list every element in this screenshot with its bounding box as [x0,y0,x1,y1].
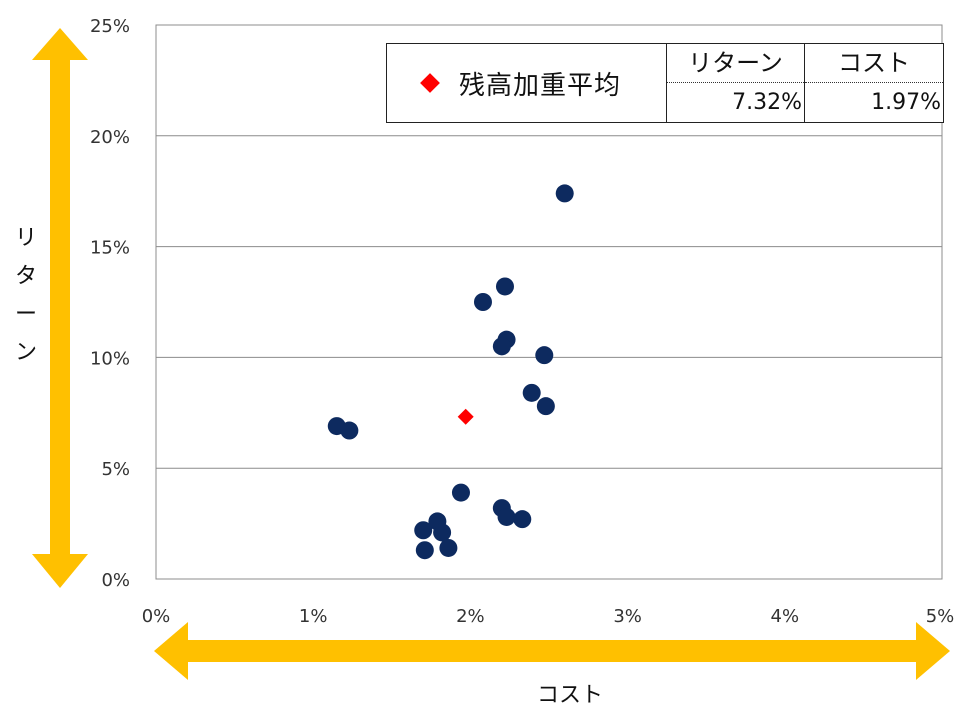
data-points [327,184,574,560]
legend-series-cell: 残高加重平均 [387,44,667,122]
x-tick-label: 1% [299,606,328,627]
diamond-icon [420,73,440,93]
x-tick-label: 4% [771,606,800,627]
plot-frame [155,24,943,580]
y-axis-ticks: 0% 5% 10% 15% 20% 25% [90,16,130,591]
data-point [535,346,554,365]
data-point [536,397,555,416]
data-point [495,277,514,296]
x-axis-arrow [154,622,950,680]
return-header: リターン [667,44,804,83]
x-axis-ticks: 0% 1% 2% 3% 4% 5% [142,606,955,627]
x-tick-label: 5% [926,606,955,627]
legend-return-cell: リターン 7.32% [667,44,805,122]
y-tick-label: 5% [101,459,130,480]
data-point [451,483,470,502]
return-value: 7.32% [732,90,802,115]
legend-table: 残高加重平均 リターン 7.32% コスト 1.97% [386,43,944,123]
y-tick-label: 25% [90,16,130,37]
legend-series-label: 残高加重平均 [459,70,622,101]
x-tick-label: 2% [456,606,485,627]
y-tick-label: 10% [90,348,130,369]
cost-header: コスト [805,44,943,83]
data-point [513,510,532,529]
data-point [340,421,359,440]
data-point [555,184,574,203]
y-tick-label: 15% [90,238,130,259]
data-point [439,538,458,557]
legend-cost-cell: コスト 1.97% [805,44,943,122]
x-axis-label: コスト [537,683,603,708]
average-point [457,408,474,425]
data-point [497,507,516,526]
y-axis-label: リターン [15,226,37,365]
y-tick-label: 20% [90,127,130,148]
x-tick-label: 3% [613,606,642,627]
x-tick-label: 0% [142,606,171,627]
data-point [415,541,434,560]
y-axis-arrow [32,28,88,588]
cost-value: 1.97% [871,90,941,115]
data-point [492,337,511,356]
data-point [473,293,492,311]
y-tick-label: 0% [101,570,130,591]
data-point [522,383,541,402]
data-point [414,521,433,540]
data-point [433,523,452,542]
